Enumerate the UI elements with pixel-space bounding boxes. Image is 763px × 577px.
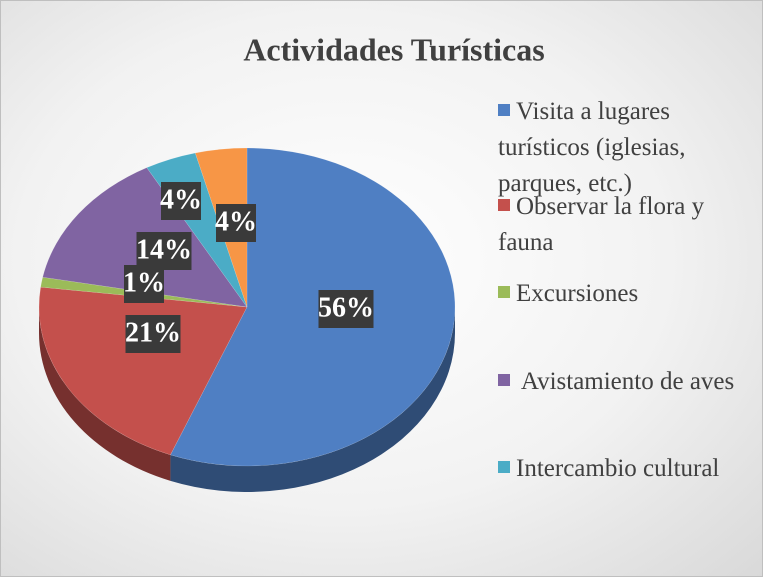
data-label-box bbox=[136, 232, 192, 270]
slice bbox=[170, 147, 456, 467]
data-label: 1% bbox=[123, 267, 165, 298]
data-label-box bbox=[124, 265, 164, 303]
data-label-box bbox=[161, 182, 201, 220]
legend-label: Observar la flora y fauna bbox=[498, 193, 705, 256]
data-label-box bbox=[216, 204, 256, 242]
data-label: 56% bbox=[318, 292, 374, 323]
legend-item: Visita a lugares turísticos (iglesias, p… bbox=[498, 94, 760, 202]
legend-item: Observar la flora y fauna bbox=[498, 189, 760, 261]
legend-item: Intercambio cultural bbox=[498, 451, 760, 487]
legend-swatch bbox=[498, 199, 510, 211]
data-label: 21% bbox=[125, 317, 181, 348]
chart-title: Actividades Turísticas bbox=[243, 31, 544, 67]
data-label-box bbox=[125, 315, 181, 353]
legend-swatch bbox=[498, 286, 510, 298]
legend-swatch bbox=[498, 104, 510, 116]
slice-side bbox=[39, 307, 171, 481]
legend-label: Intercambio cultural bbox=[516, 455, 720, 482]
data-label: 14% bbox=[136, 234, 192, 265]
legend-item: Avistamiento de aves bbox=[498, 364, 760, 400]
legend-item: Excursiones bbox=[498, 276, 760, 312]
slice-side bbox=[170, 307, 455, 492]
data-label: 4% bbox=[160, 184, 202, 215]
legend-swatch bbox=[498, 374, 510, 386]
legend-label: Excursiones bbox=[516, 280, 639, 307]
legend-label: Avistamiento de aves bbox=[516, 368, 735, 395]
legend-swatch bbox=[498, 461, 510, 473]
data-label: 4% bbox=[215, 206, 257, 237]
data-label-box bbox=[318, 290, 374, 328]
legend-label: Visita a lugares turísticos (iglesias, p… bbox=[498, 98, 686, 197]
slice bbox=[38, 286, 248, 456]
